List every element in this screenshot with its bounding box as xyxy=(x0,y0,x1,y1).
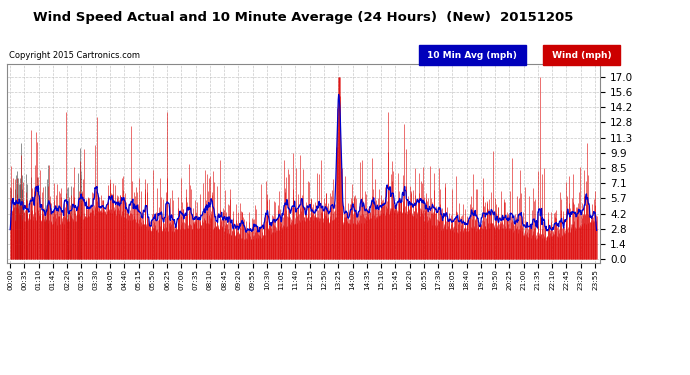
Text: Wind (mph): Wind (mph) xyxy=(549,51,614,60)
Text: 10 Min Avg (mph): 10 Min Avg (mph) xyxy=(424,51,520,60)
Text: Copyright 2015 Cartronics.com: Copyright 2015 Cartronics.com xyxy=(9,51,140,60)
Text: Wind Speed Actual and 10 Minute Average (24 Hours)  (New)  20151205: Wind Speed Actual and 10 Minute Average … xyxy=(33,11,574,24)
